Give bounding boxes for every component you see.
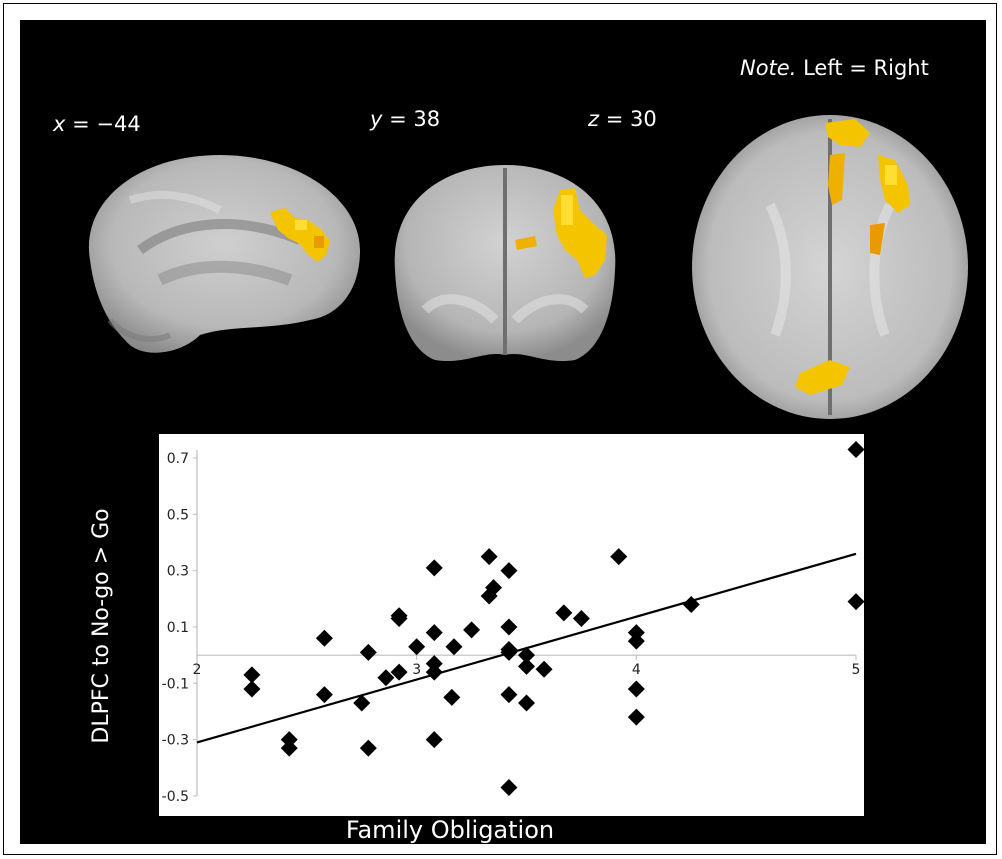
trend-line <box>196 552 857 744</box>
data-point <box>500 618 518 636</box>
data-point <box>315 686 333 704</box>
data-point <box>555 604 573 622</box>
y-tick-label: -0.1 <box>162 676 189 692</box>
orientation-note: Note. Left = Right <box>740 56 929 80</box>
data-point <box>280 739 298 757</box>
data-point <box>535 660 553 678</box>
y-tick-label: 0.1 <box>167 620 189 636</box>
data-point <box>443 688 461 706</box>
x-tick-label: 4 <box>632 662 641 678</box>
scatter-plot: 0.7 0.5 0.3 0.1 -0.1 -0.3 -0.5 2 3 4 5 <box>159 434 864 816</box>
y-tick-label: -0.3 <box>162 733 189 749</box>
activation-cluster <box>515 188 607 278</box>
y-tick-label: 0.7 <box>167 451 189 467</box>
data-point <box>480 548 498 566</box>
x-tick-label: 2 <box>193 662 202 678</box>
data-point <box>359 643 377 661</box>
data-point <box>425 559 443 577</box>
axial-brain-slice <box>692 115 968 419</box>
data-point <box>518 657 535 675</box>
data-point <box>243 666 261 684</box>
data-point <box>377 669 395 687</box>
sagittal-brain-slice <box>88 155 361 353</box>
data-point <box>408 638 426 656</box>
data-point <box>353 694 371 712</box>
data-point <box>500 686 518 704</box>
coord-label-y: y = 38 <box>370 107 441 131</box>
data-point <box>390 610 408 628</box>
y-axis-label: DLPFC to No-go > Go <box>89 508 114 744</box>
y-tick-label: 0.3 <box>167 564 189 580</box>
figure-frame: x = −44 y = 38 z = 30 Note. Left = Right… <box>3 3 997 855</box>
data-point <box>627 708 645 726</box>
data-point <box>315 629 333 647</box>
data-point <box>243 680 261 698</box>
data-point <box>627 680 645 698</box>
y-tick-label: 0.5 <box>167 507 189 523</box>
figure-panel: x = −44 y = 38 z = 30 Note. Left = Right… <box>20 20 986 844</box>
data-point <box>572 610 590 628</box>
data-point <box>425 624 443 642</box>
data-point <box>627 632 645 650</box>
x-tick-label: 5 <box>852 662 861 678</box>
data-point <box>359 739 377 757</box>
data-point <box>390 663 408 681</box>
data-point <box>847 441 864 459</box>
x-axis-label: Family Obligation <box>345 816 555 844</box>
data-point <box>463 621 481 639</box>
data-point <box>500 562 518 580</box>
data-point <box>445 638 463 656</box>
activation-cluster <box>270 208 330 262</box>
data-point <box>500 779 518 797</box>
data-point <box>610 548 628 566</box>
x-tick-label: 3 <box>412 662 421 678</box>
coronal-brain-slice <box>394 165 616 362</box>
data-point <box>518 694 535 712</box>
coord-label-x: x = −44 <box>53 112 141 136</box>
data-point <box>518 646 535 664</box>
activation-cluster <box>795 119 910 395</box>
data-point <box>425 731 443 749</box>
scatter-plot-svg: 0.7 0.5 0.3 0.1 -0.1 -0.3 -0.5 2 3 4 5 <box>162 441 864 805</box>
y-tick-label: -0.5 <box>162 789 189 805</box>
data-point <box>847 593 864 611</box>
coord-label-z: z = 30 <box>588 107 657 131</box>
data-point <box>485 579 503 597</box>
